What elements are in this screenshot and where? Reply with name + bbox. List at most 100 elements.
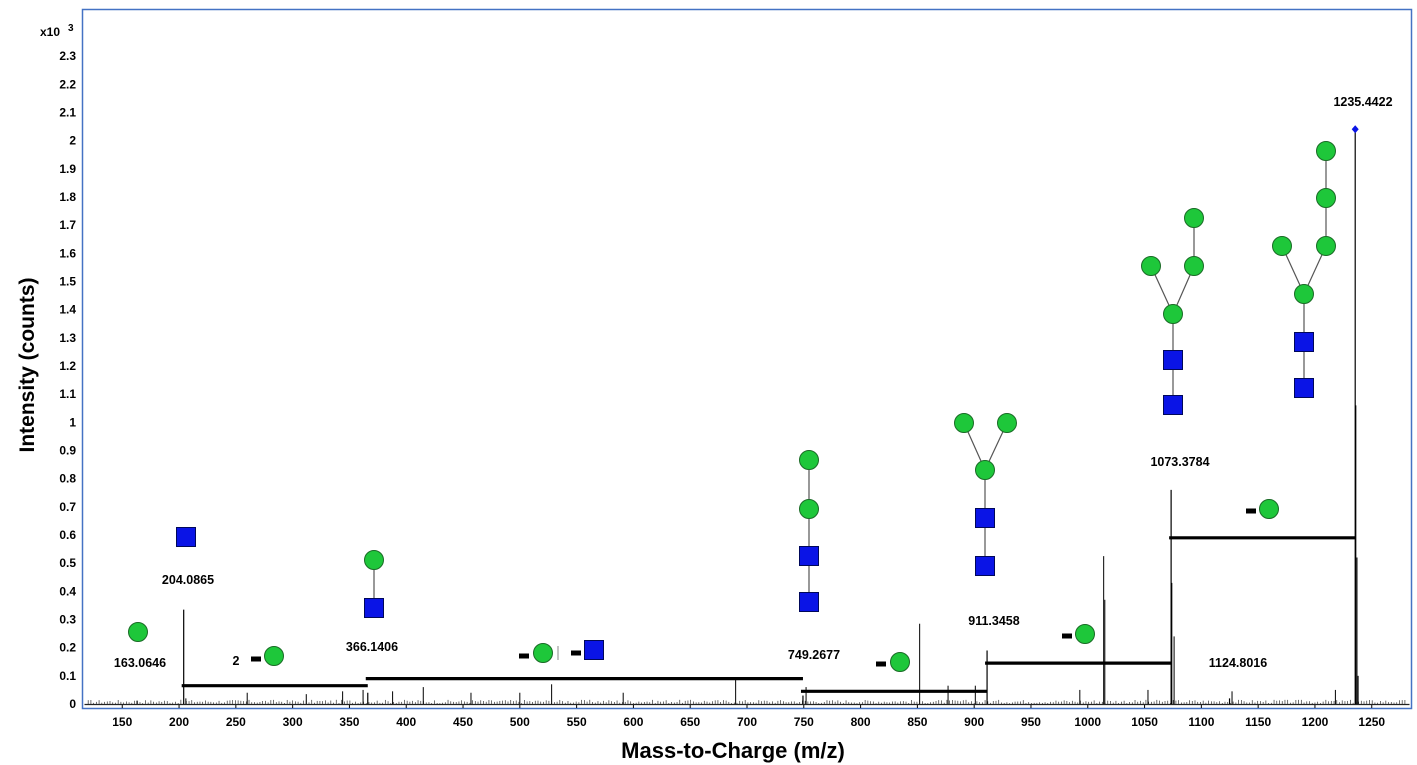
hexose-circle [1075, 624, 1095, 644]
peak-label: 1235.4422 [1333, 95, 1392, 109]
hexnac-square [1163, 395, 1183, 415]
hexose-circle [1316, 236, 1336, 256]
x-tick-label: 1000 [1074, 715, 1101, 729]
hexnac-square [364, 598, 384, 618]
x-tick-label: 300 [283, 715, 303, 729]
y-tick-label: 1.6 [59, 246, 76, 260]
y-tick-label: 0 [69, 697, 76, 711]
peak-labels: 163.0646 204.0865 366.1406 749.2677 911.3458… [114, 95, 1393, 670]
peak-label: 1073.3784 [1150, 455, 1209, 469]
x-tick-label: 800 [851, 715, 871, 729]
hexose-circle [975, 460, 995, 480]
mass-difference-bars: 2 [181, 499, 1356, 693]
peak-label: 1124.8016 [1209, 656, 1267, 670]
hexose-circle [1163, 304, 1183, 324]
y-tick-label: 2 [69, 134, 76, 148]
loss-dash [519, 653, 529, 659]
axis-ticks: 150 200 250 300 350 400 450 500 550 600 650 700 750 8… [59, 49, 1385, 729]
y-tick-label: 0.8 [59, 472, 76, 486]
hexnac-square [584, 640, 604, 660]
y-axis-title: Intensity (counts) [16, 277, 39, 452]
hexnac-square [799, 546, 819, 566]
y-tick-label: 1.9 [59, 162, 76, 176]
y-tick-label: 1.8 [59, 190, 76, 204]
x-tick-label: 500 [510, 715, 530, 729]
hexose-circle [1316, 141, 1336, 161]
hexose-circle [364, 550, 384, 570]
x-tick-label: 250 [226, 715, 246, 729]
x-tick-label: 900 [964, 715, 984, 729]
y-tick-label: 1.7 [59, 218, 76, 232]
x-tick-label: 950 [1021, 715, 1041, 729]
x-tick-label: 1150 [1245, 715, 1271, 729]
hexose-circle [799, 450, 819, 470]
x-tick-label: 850 [907, 715, 927, 729]
y-tick-label: 2.3 [59, 49, 76, 63]
hexnac-square [1163, 350, 1183, 370]
x-tick-label: 550 [567, 715, 587, 729]
hexose-circle [1259, 499, 1279, 519]
y-tick-label: 1.5 [59, 275, 76, 289]
y-tick-label: 1.1 [59, 387, 76, 401]
hexnac-square [975, 508, 995, 528]
loss-dash [251, 656, 261, 662]
loss-dash [1246, 508, 1256, 514]
hexose-circle [264, 646, 284, 666]
x-tick-label: 1250 [1358, 715, 1385, 729]
hexose-circle [1184, 256, 1204, 276]
x-tick-label: 450 [453, 715, 473, 729]
hexose-circle [890, 652, 910, 672]
plot-frame [81, 8, 1413, 710]
y-tick-label: 0.4 [59, 584, 76, 598]
hexnac-square [176, 527, 196, 547]
hexose-circle [533, 643, 553, 663]
hexose-circle [128, 622, 148, 642]
peak-label: 749.2677 [788, 648, 840, 662]
hexose-circle [1141, 256, 1161, 276]
x-axis-title: Mass-to-Charge (m/z) [621, 738, 845, 763]
spectrum-trace [84, 125, 1410, 706]
y-tick-label: 0.3 [59, 613, 76, 627]
y-tick-label: 0.9 [59, 444, 76, 458]
x-tick-label: 700 [737, 715, 757, 729]
hexose-circle [997, 413, 1017, 433]
glycan-structures [128, 141, 1336, 642]
y-tick-label: 0.2 [59, 641, 76, 655]
y-tick-label: 1.3 [59, 331, 76, 345]
y-tick-label: 2.1 [59, 106, 76, 120]
y-multiplier-label: x10 [40, 25, 60, 39]
x-tick-label: 400 [396, 715, 416, 729]
hexnac-square [975, 556, 995, 576]
residue-count-label: 2 [233, 654, 240, 668]
precursor-marker [1351, 125, 1359, 134]
loss-dash [1062, 633, 1072, 639]
hexnac-square [799, 592, 819, 612]
y-tick-label: 0.1 [59, 669, 76, 683]
hexose-circle [1316, 188, 1336, 208]
peak-label: 911.3458 [968, 614, 1019, 628]
x-tick-label: 350 [339, 715, 359, 729]
peak-label: 366.1406 [346, 640, 398, 654]
x-tick-label: 150 [112, 715, 132, 729]
hexnac-square [1294, 332, 1314, 352]
peak-label: 163.0646 [114, 656, 166, 670]
x-tick-label: 600 [623, 715, 643, 729]
hexose-circle [1272, 236, 1292, 256]
y-tick-label: 0.6 [59, 528, 76, 542]
y-tick-label: 0.7 [59, 500, 76, 514]
x-tick-label: 200 [169, 715, 189, 729]
y-tick-label: 1.2 [59, 359, 76, 373]
hexose-circle [1184, 208, 1204, 228]
loss-dash [571, 650, 581, 656]
y-tick-label: 1 [69, 415, 76, 429]
y-tick-label: 0.5 [59, 556, 76, 570]
hexose-circle [1294, 284, 1314, 304]
x-tick-label: 1050 [1131, 715, 1158, 729]
hexose-circle [799, 499, 819, 519]
y-tick-label: 2.2 [59, 77, 76, 91]
hexnac-square [1294, 378, 1314, 398]
hexose-circle [954, 413, 974, 433]
x-tick-label: 1100 [1188, 715, 1214, 729]
y-tick-label: 1.4 [59, 303, 76, 317]
